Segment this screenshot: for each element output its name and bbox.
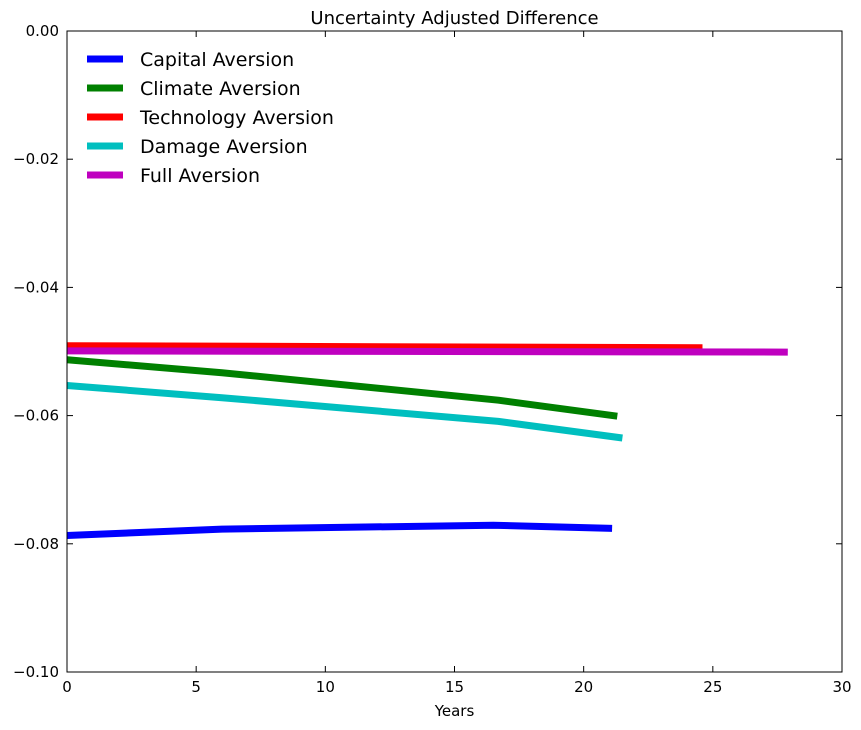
y-tick-label: −0.06 [13, 407, 59, 425]
ticks-layer: 0 5 10 15 20 25 30 0.00 −0.02 −0.04 −0.06 −0.08 −0.1… [13, 22, 852, 696]
x-tick-label: 25 [703, 678, 722, 696]
x-tick-label: 10 [316, 678, 335, 696]
y-tick-label: −0.02 [13, 150, 59, 168]
x-tick-label: 5 [191, 678, 201, 696]
series-line-damage-aversion [66, 382, 623, 442]
x-axis-label: Years [434, 702, 475, 720]
series-line-climate-aversion [66, 356, 618, 420]
x-tick-label: 0 [62, 678, 72, 696]
legend-label-capital-aversion: Capital Aversion [140, 49, 294, 71]
y-tick-label: −0.04 [13, 278, 59, 296]
legend: Capital Aversion Climate Aversion Technolo… [87, 49, 334, 187]
series-line-full-aversion [66, 347, 788, 356]
x-tick-label: 30 [832, 678, 851, 696]
series-line-technology-aversion [66, 342, 703, 352]
y-tick-label: −0.08 [13, 535, 59, 553]
x-tick-label: 15 [445, 678, 464, 696]
series-layer [66, 342, 788, 539]
legend-label-climate-aversion: Climate Aversion [140, 78, 301, 100]
legend-label-damage-aversion: Damage Aversion [140, 136, 308, 158]
legend-label-technology-aversion: Technology Aversion [139, 107, 334, 129]
y-tick-label: 0.00 [26, 22, 59, 40]
legend-label-full-aversion: Full Aversion [140, 165, 260, 187]
x-tick-label: 20 [574, 678, 593, 696]
chart-title: Uncertainty Adjusted Difference [310, 8, 598, 29]
y-tick-label: −0.10 [13, 663, 59, 681]
series-line-capital-aversion [66, 521, 613, 539]
